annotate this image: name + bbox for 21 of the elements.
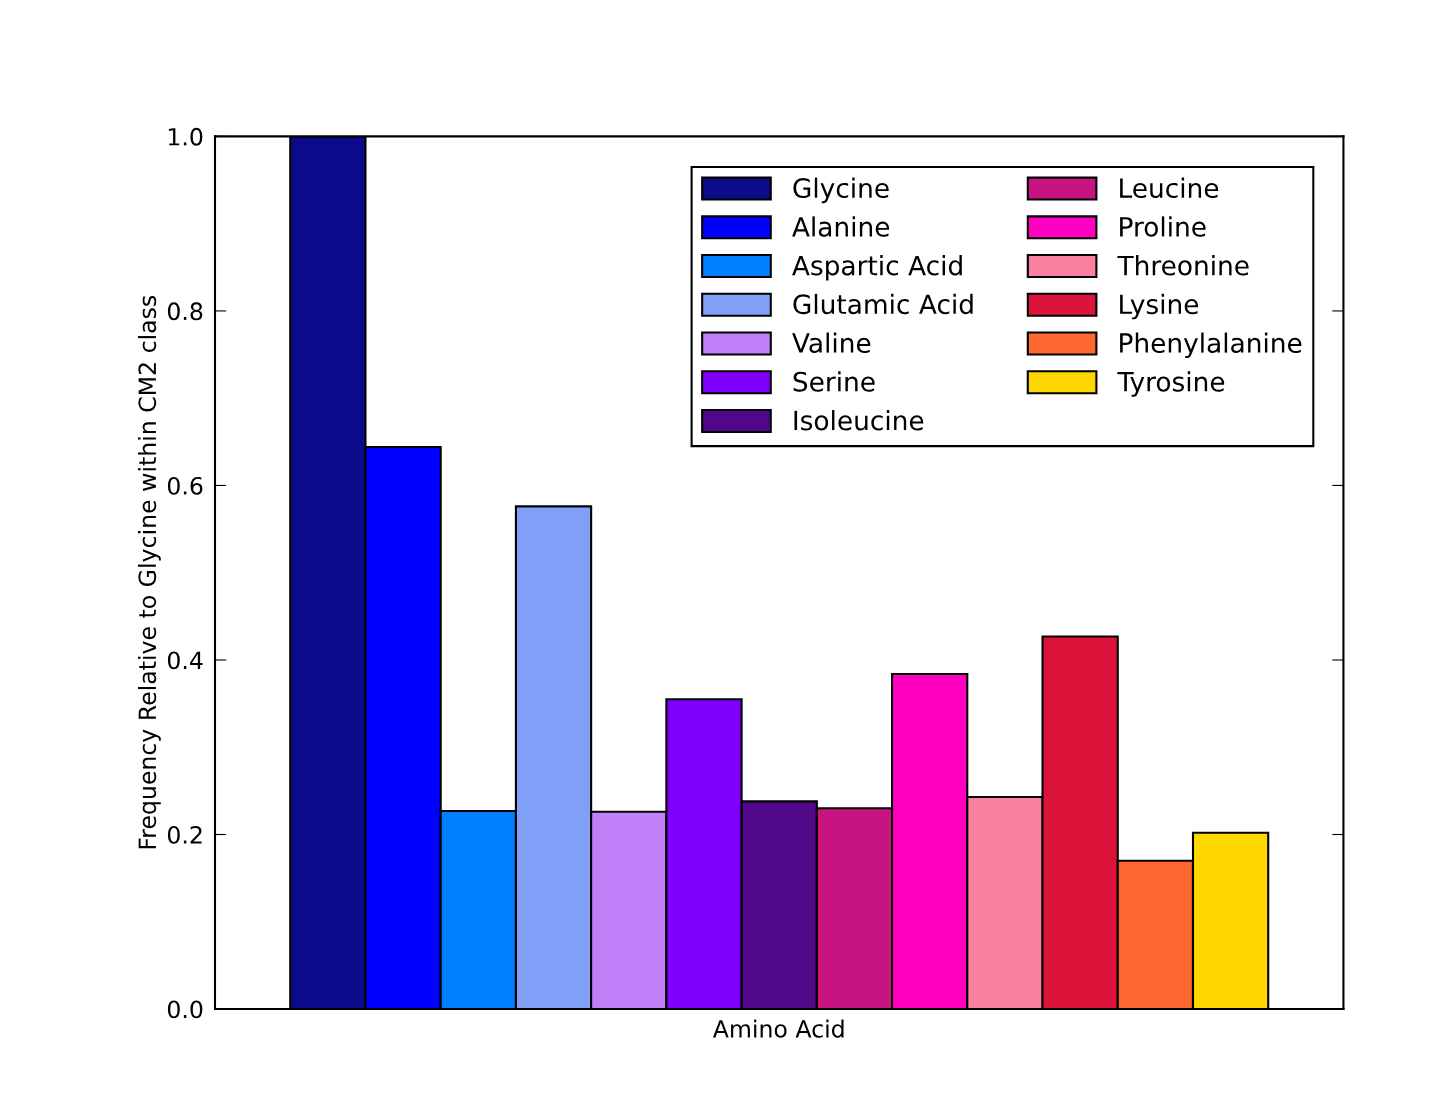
legend-label: Glycine	[793, 177, 889, 204]
legend-label: Phenylalanine	[1120, 332, 1302, 359]
y-tick-label: 1.0	[168, 127, 203, 146]
legend-label: Aspartic Acid	[792, 255, 962, 281]
legend-label: Threonine	[1117, 255, 1249, 276]
legend-label: Serine	[793, 371, 875, 392]
legend-label: Alanine	[792, 216, 890, 237]
legend-label: Tyrosine	[1117, 371, 1225, 397]
y-tick-label: 0.4	[167, 651, 203, 670]
y-tick-label: 0.2	[167, 825, 202, 844]
y-axis-title: Frequency Relative to Glycine within CM2 class	[137, 295, 161, 849]
x-axis-title: Amino Acid	[712, 1019, 844, 1038]
legend-label: Valine	[792, 332, 871, 353]
legend-label: Leucine	[1120, 177, 1219, 199]
y-tick-label: 0.6	[167, 476, 203, 495]
legend-label: Glutamic Acid	[793, 293, 973, 315]
legend-label: Isoleucine	[794, 410, 924, 431]
y-tick-label: 0.0	[167, 1000, 203, 1019]
y-tick-label: 0.8	[167, 302, 203, 321]
legend-label: Proline	[1120, 216, 1206, 237]
legend-label: Lysine	[1120, 293, 1199, 320]
